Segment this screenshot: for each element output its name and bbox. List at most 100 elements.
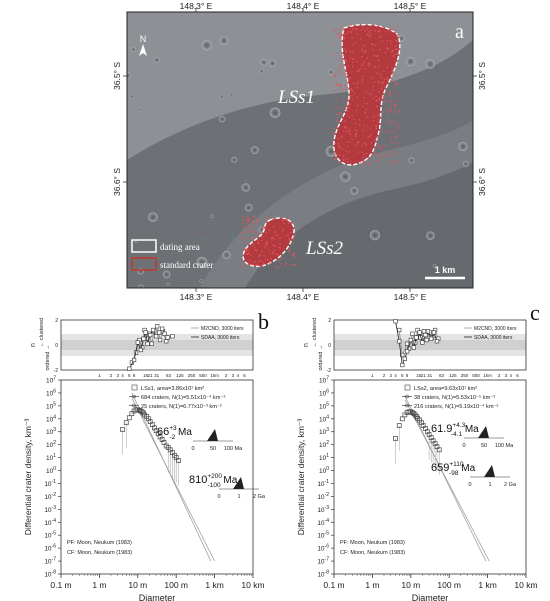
- y-tick-label: 10-4: [317, 518, 329, 527]
- standard-crater-dot: [261, 250, 264, 253]
- x-axis-label: Diameter: [412, 593, 449, 601]
- standard-crater-dot: [392, 141, 395, 144]
- standard-crater-dot: [340, 44, 342, 47]
- standard-crater-dot: [359, 160, 361, 163]
- standard-crater-dot: [393, 131, 396, 134]
- randomness-x-tick: 500: [472, 373, 480, 378]
- randomness-legend-entry: SDAA, 3000 iters: [201, 335, 240, 341]
- standard-crater-dot: [294, 235, 296, 237]
- standard-crater-dot: [372, 49, 374, 51]
- y-tick-exponent: -1: [52, 479, 57, 485]
- standard-crater-dot: [393, 124, 396, 126]
- standard-crater-dot: [342, 159, 345, 161]
- map-frame: [126, 11, 474, 289]
- standard-crater-dot: [390, 42, 392, 44]
- standard-crater-dot: [346, 141, 348, 143]
- standard-crater-dot: [334, 153, 337, 155]
- standard-crater-dot: [341, 60, 344, 63]
- standard-crater-dot: [366, 102, 368, 105]
- standard-crater-dot: [352, 27, 354, 30]
- legend-dating-area-label: dating area: [160, 242, 200, 252]
- m2cnd-point: [400, 362, 405, 368]
- lat-label-left-1: 36.5° S: [112, 62, 122, 90]
- standard-crater-dot: [389, 123, 392, 125]
- map-crater-mark: [231, 156, 238, 163]
- standard-crater-dot: [390, 109, 392, 112]
- standard-crater-dot: [386, 119, 389, 121]
- randomness-x-tick: 2: [498, 373, 501, 378]
- standard-crater-dot: [395, 29, 397, 32]
- standard-crater-dot: [396, 82, 399, 85]
- map-texture-dot: [217, 266, 219, 269]
- map-texture-dot: [225, 253, 227, 256]
- map-crater-mark: [328, 69, 334, 75]
- y-tick-exponent: 4: [326, 414, 329, 420]
- standard-crater-dot: [362, 156, 365, 158]
- sdaa-point: [397, 327, 402, 333]
- standard-crater-dot: [365, 108, 368, 111]
- standard-crater-dot: [367, 62, 370, 65]
- standard-crater-dot: [245, 253, 248, 255]
- standard-crater-dot: [386, 39, 389, 42]
- standard-crater-dot: [355, 133, 358, 135]
- standard-crater-dot: [345, 68, 347, 71]
- randomness-ordered-label: ordered →: [318, 345, 324, 371]
- standard-crater-dot: [347, 158, 350, 160]
- standard-crater-dot: [357, 151, 359, 153]
- randomness-x-tick: 6: [401, 373, 404, 378]
- standard-crater-dot: [393, 146, 396, 148]
- standard-crater-dot: [395, 128, 398, 131]
- m2cnd-point: [135, 340, 140, 345]
- y-tick-exponent: 3: [53, 427, 56, 433]
- standard-crater-dot: [279, 262, 282, 265]
- map-texture-dot: [244, 216, 246, 218]
- standard-crater-dot: [261, 265, 263, 267]
- standard-crater-dot: [391, 66, 393, 69]
- map-texture-dot: [228, 188, 230, 191]
- standard-crater-dot: [366, 116, 368, 118]
- randomness-legend-entry: SDAA, 3000 iters: [474, 335, 513, 341]
- standard-crater-dot: [244, 248, 247, 251]
- lon-label-top-1: 148.3° E: [180, 1, 213, 11]
- standard-crater-dot: [264, 258, 267, 260]
- standard-crater-dot: [348, 107, 351, 109]
- standard-crater-dot: [338, 112, 340, 115]
- standard-crater-dot: [251, 222, 254, 224]
- age-old-hist-tick: 1: [237, 494, 240, 500]
- map-crater-mark: [268, 59, 277, 68]
- m2cnd-point: [408, 337, 413, 343]
- x-axis-label: Diameter: [139, 593, 176, 601]
- standard-crater-dot: [287, 222, 290, 225]
- standard-crater-dot: [333, 30, 335, 33]
- standard-crater-dot: [366, 28, 369, 30]
- standard-crater-dot: [344, 48, 346, 50]
- standard-crater-dot: [359, 67, 362, 70]
- y-tick-label: 10-5: [317, 531, 329, 540]
- standard-crater-dot: [356, 70, 358, 73]
- map-texture-dot: [202, 187, 205, 189]
- map-texture-dot: [237, 258, 240, 260]
- sdaa-point: [170, 334, 175, 339]
- standard-crater-dot: [340, 72, 343, 75]
- standard-crater-dot: [349, 57, 352, 59]
- standard-crater-dot: [358, 141, 360, 144]
- y-tick-exponent: 6: [53, 388, 56, 394]
- standard-crater-dot: [386, 77, 389, 79]
- standard-crater-dot: [246, 249, 248, 252]
- standard-crater-dot: [345, 33, 347, 36]
- map-crater-floor: [245, 162, 473, 288]
- standard-crater-dot: [258, 242, 261, 244]
- standard-crater-dot: [257, 240, 259, 242]
- footer-note: CF: Moon, Neukum (1983): [67, 550, 132, 556]
- standard-crater-dot: [287, 234, 289, 236]
- standard-crater-dot: [266, 241, 269, 243]
- standard-crater-dot: [334, 75, 337, 78]
- map-texture-dot: [256, 237, 259, 239]
- y-tick-exponent: -7: [325, 557, 330, 563]
- map-texture-dot: [218, 223, 220, 226]
- standard-crater-dot: [381, 97, 384, 100]
- standard-crater-dot: [348, 116, 350, 118]
- standard-crater-dot: [378, 98, 381, 101]
- standard-crater-dot: [333, 158, 336, 161]
- standard-crater-dot: [362, 27, 365, 29]
